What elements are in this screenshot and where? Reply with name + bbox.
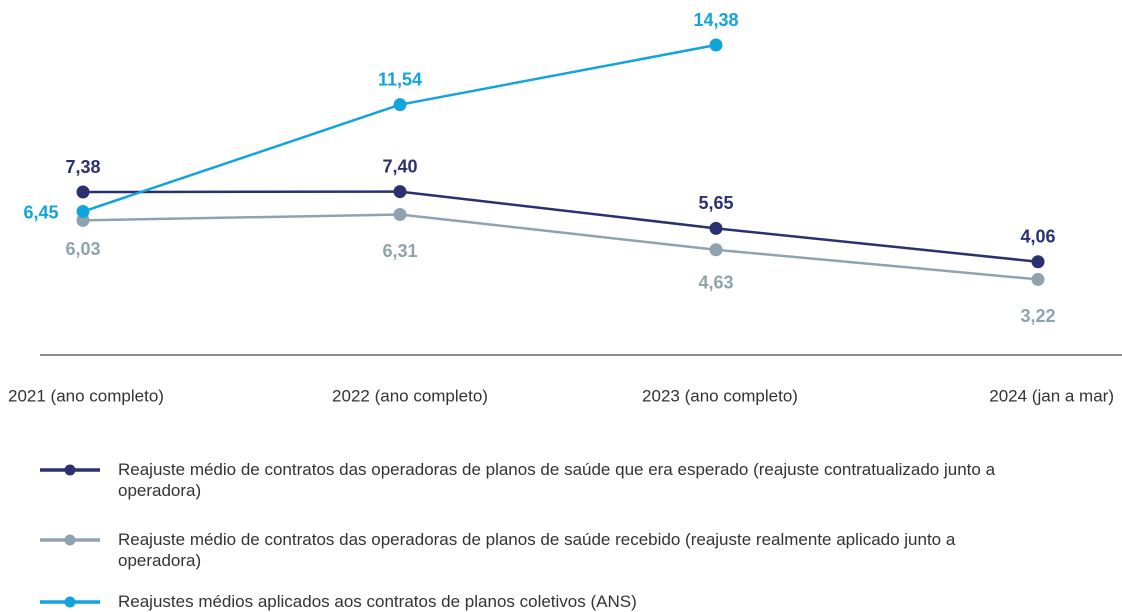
x-tick-label: 2023 (ano completo) <box>642 386 798 405</box>
data-point <box>393 98 407 112</box>
legend-label: Reajuste médio de contratos das operador… <box>118 530 956 570</box>
series-line <box>82 213 1039 281</box>
data-point <box>393 207 407 221</box>
data-label: 4,63 <box>698 273 733 293</box>
legend-marker <box>64 534 76 546</box>
x-tick-label: 2022 (ano completo) <box>332 386 488 405</box>
data-label: 7,40 <box>382 156 417 176</box>
data-label: 7,38 <box>65 157 100 177</box>
legend-label: Reajuste médio de contratos das operador… <box>118 460 996 500</box>
data-label: 3,22 <box>1020 306 1055 326</box>
data-point <box>709 243 723 257</box>
data-label: 5,65 <box>698 193 733 213</box>
data-label: 6,31 <box>382 241 417 261</box>
data-label: 14,38 <box>693 10 738 30</box>
data-point <box>1031 255 1045 269</box>
x-tick-label: 2024 (jan a mar) <box>989 386 1114 405</box>
data-point <box>1031 272 1045 286</box>
data-point <box>393 185 407 199</box>
data-point <box>76 205 90 219</box>
data-point <box>76 185 90 199</box>
data-label: 4,06 <box>1020 226 1055 246</box>
x-tick-label: 2021 (ano completo) <box>8 386 164 405</box>
data-point <box>709 221 723 235</box>
legend-marker <box>64 464 76 476</box>
data-label: 6,03 <box>65 239 100 259</box>
data-point <box>709 38 723 52</box>
series-line <box>82 190 1039 263</box>
data-label: 6,45 <box>23 202 58 222</box>
legend-marker <box>64 596 76 608</box>
data-label: 11,54 <box>378 69 422 89</box>
legend-label: Reajustes médios aplicados aos contratos… <box>118 592 637 611</box>
